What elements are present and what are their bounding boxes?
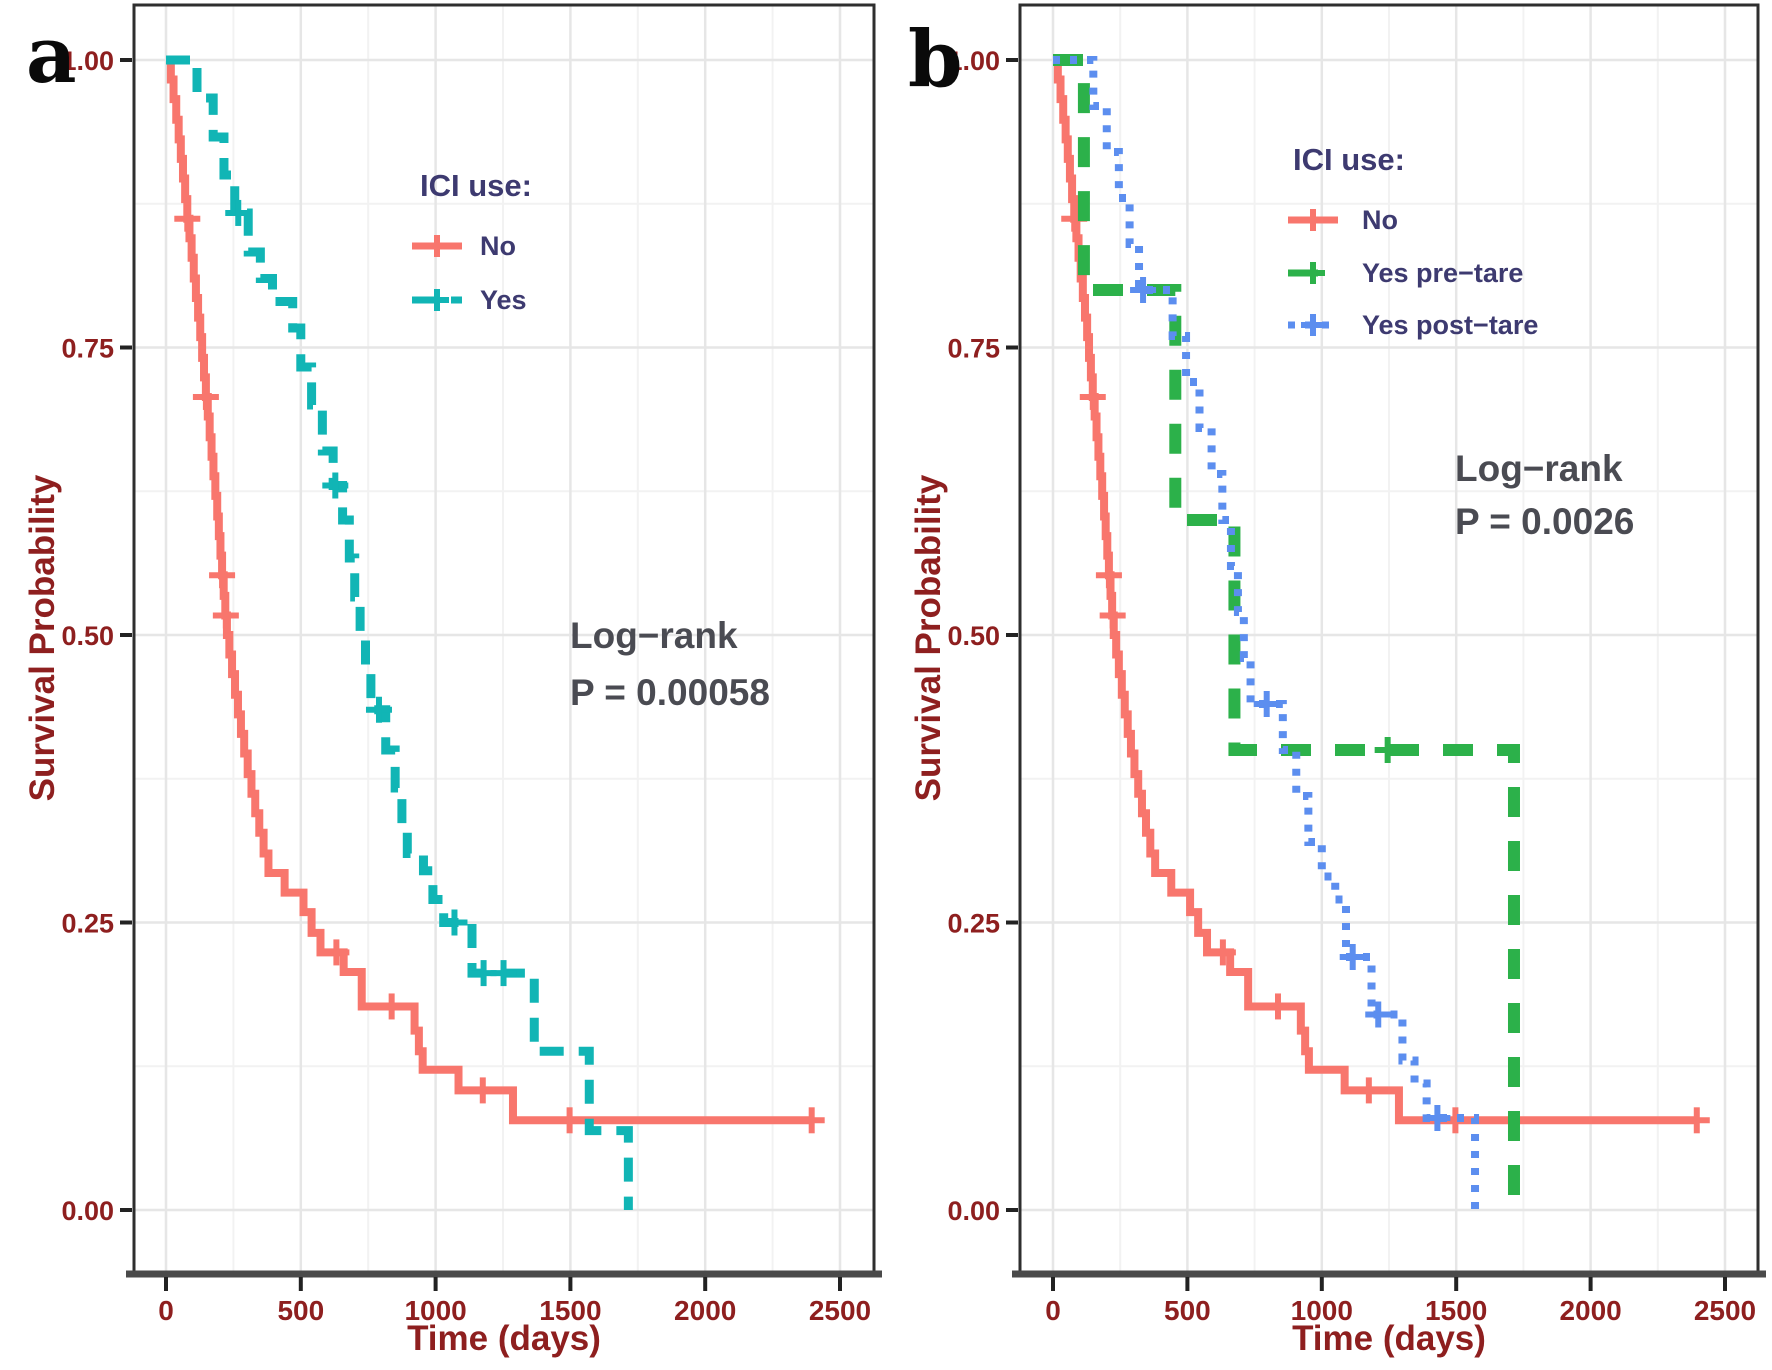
- x-tick-label: 0: [1045, 1295, 1061, 1326]
- y-tick-label: 0.00: [947, 1196, 1000, 1226]
- panel-b-plot-area: 0 500 1000 1500 2000 2500 0.00 0.25 0.50 0.75 1.00: [947, 3, 1766, 1326]
- y-tick-label: 0.50: [61, 621, 114, 651]
- x-tick-label: 500: [277, 1295, 324, 1326]
- x-tick-label: 500: [1164, 1295, 1211, 1326]
- x-tick-label: 2000: [674, 1295, 736, 1326]
- panel-b-x-axis-title: Time (days): [1292, 1319, 1486, 1358]
- x-tick-label: 2500: [1694, 1295, 1756, 1326]
- panel-a-letter: a: [26, 10, 77, 101]
- panel-a-logrank-label: Log−rank: [570, 615, 738, 656]
- panel-a-legend-label-yes: Yes: [480, 285, 527, 315]
- km-curve-no: [166, 56, 814, 1125]
- y-tick-label: 0.75: [61, 334, 114, 364]
- panel-b-letter: b: [908, 14, 963, 105]
- km-curve-yes-post-tare: [1053, 56, 1480, 1210]
- x-tick-label: 2000: [1559, 1295, 1621, 1326]
- panel-b-legend-label-no: No: [1362, 205, 1398, 235]
- panel-a-legend-keys: [412, 235, 462, 311]
- y-tick-label: 0.25: [61, 909, 114, 939]
- y-tick-label: 0.25: [947, 909, 1000, 939]
- km-curve-yes: [166, 55, 633, 1210]
- panel-b-pvalue: P = 0.0026: [1455, 501, 1634, 542]
- panel-a-pvalue: P = 0.00058: [570, 672, 770, 713]
- x-tick-label: 0: [158, 1295, 174, 1326]
- panel-a-legend-title: ICI use:: [420, 168, 532, 203]
- y-tick-label: 1.00: [61, 46, 114, 76]
- panel-b-legend-keys: [1288, 209, 1338, 336]
- panel-b-y-axis-title: Survival Probability: [909, 474, 948, 801]
- y-tick-label: 0.50: [947, 621, 1000, 651]
- panel-a-x-axis-title: Time (days): [407, 1319, 601, 1358]
- panel-b-logrank-label: Log−rank: [1455, 448, 1623, 489]
- x-tick-label: 1500: [1425, 1295, 1487, 1326]
- y-tick-label: 0.75: [947, 334, 1000, 364]
- panel-a-y-axis-title: Survival Probability: [23, 474, 62, 801]
- panel-b-legend-label-yes-pre-tare: Yes pre−tare: [1362, 258, 1523, 288]
- x-tick-label: 1000: [1291, 1295, 1353, 1326]
- panel-b-legend-label-yes-post-tare: Yes post−tare: [1362, 310, 1538, 340]
- x-tick-label: 1000: [404, 1295, 466, 1326]
- panel-a-legend-label-no: No: [480, 231, 516, 261]
- panel-a-plot-area: 0 500 1000 1500 2000 2500 0.00 0.25 0.50 0.75 1.00: [61, 3, 882, 1326]
- y-tick-label: 1.00: [947, 46, 1000, 76]
- y-tick-label: 0.00: [61, 1196, 114, 1226]
- x-tick-label: 1500: [539, 1295, 601, 1326]
- x-tick-label: 2500: [809, 1295, 871, 1326]
- panel-b-legend-title: ICI use:: [1293, 142, 1405, 177]
